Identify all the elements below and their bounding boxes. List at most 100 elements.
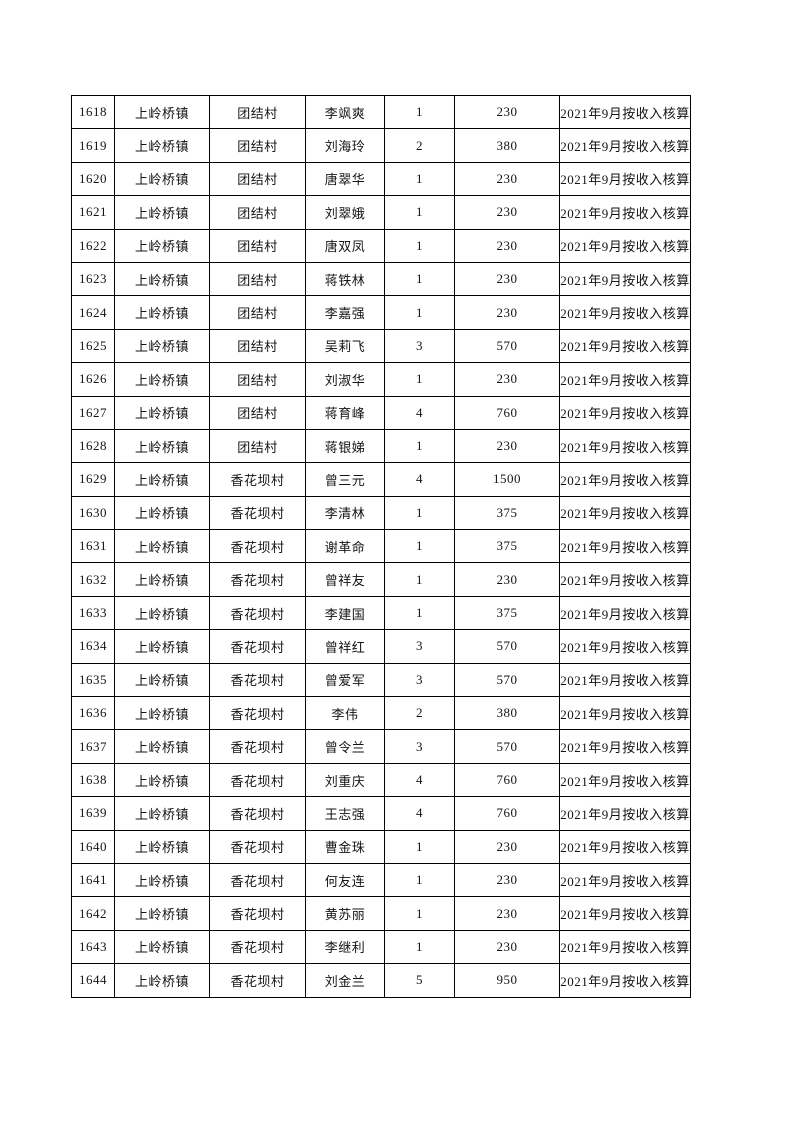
amount-cell: 230 bbox=[454, 428, 560, 464]
row-id-cell: 1633 bbox=[71, 595, 115, 631]
town-cell: 上岭桥镇 bbox=[114, 428, 210, 464]
table-row: 1636 上岭桥镇 香花坝村 李伟 2 380 2021年9月按收入核算 bbox=[71, 696, 691, 731]
town-cell: 上岭桥镇 bbox=[114, 128, 210, 163]
village-cell: 香花坝村 bbox=[209, 595, 306, 631]
person-count-cell: 2 bbox=[384, 696, 455, 731]
person-count-cell: 1 bbox=[384, 94, 455, 130]
person-name-cell: 曾令兰 bbox=[305, 729, 385, 764]
person-name-cell: 蒋银娣 bbox=[305, 428, 385, 464]
amount-cell: 230 bbox=[454, 94, 560, 130]
note-cell: 2021年9月按收入核算 bbox=[559, 796, 691, 831]
person-name-cell: 王志强 bbox=[305, 796, 385, 831]
person-count-cell: 1 bbox=[384, 529, 455, 564]
town-cell: 上岭桥镇 bbox=[114, 562, 210, 597]
person-count-cell: 1 bbox=[384, 428, 455, 464]
note-cell: 2021年9月按收入核算 bbox=[559, 562, 691, 597]
row-id-cell: 1643 bbox=[71, 929, 115, 965]
person-name-cell: 曾祥友 bbox=[305, 562, 385, 597]
town-cell: 上岭桥镇 bbox=[114, 829, 210, 864]
person-name-cell: 曾三元 bbox=[305, 462, 385, 497]
row-id-cell: 1628 bbox=[71, 428, 115, 464]
person-name-cell: 曾祥红 bbox=[305, 629, 385, 664]
row-id-cell: 1642 bbox=[71, 896, 115, 931]
person-count-cell: 2 bbox=[384, 128, 455, 163]
row-id-cell: 1641 bbox=[71, 862, 115, 898]
town-cell: 上岭桥镇 bbox=[114, 929, 210, 965]
person-count-cell: 4 bbox=[384, 462, 455, 497]
note-cell: 2021年9月按收入核算 bbox=[559, 261, 691, 297]
amount-cell: 230 bbox=[454, 929, 560, 965]
row-id-cell: 1618 bbox=[71, 94, 115, 130]
note-cell: 2021年9月按收入核算 bbox=[559, 128, 691, 163]
town-cell: 上岭桥镇 bbox=[114, 161, 210, 197]
town-cell: 上岭桥镇 bbox=[114, 662, 210, 698]
table-row: 1642 上岭桥镇 香花坝村 黄苏丽 1 230 2021年9月按收入核算 bbox=[71, 896, 691, 931]
person-name-cell: 李嘉强 bbox=[305, 295, 385, 330]
note-cell: 2021年9月按收入核算 bbox=[559, 228, 691, 263]
records-table-body: 1618 上岭桥镇 团结村 李飒爽 1 230 2021年9月按收入核算 1619 上岭桥镇 团结… bbox=[71, 94, 691, 998]
row-id-cell: 1634 bbox=[71, 629, 115, 664]
note-cell: 2021年9月按收入核算 bbox=[559, 862, 691, 898]
village-cell: 香花坝村 bbox=[209, 562, 306, 597]
note-cell: 2021年9月按收入核算 bbox=[559, 328, 691, 364]
records-table: 1618 上岭桥镇 团结村 李飒爽 1 230 2021年9月按收入核算 1619 上岭桥镇 团结… bbox=[71, 94, 691, 998]
village-cell: 香花坝村 bbox=[209, 796, 306, 831]
table-row: 1618 上岭桥镇 团结村 李飒爽 1 230 2021年9月按收入核算 bbox=[71, 94, 691, 130]
note-cell: 2021年9月按收入核算 bbox=[559, 729, 691, 764]
village-cell: 团结村 bbox=[209, 328, 306, 364]
village-cell: 团结村 bbox=[209, 195, 306, 230]
row-id-cell: 1626 bbox=[71, 362, 115, 397]
note-cell: 2021年9月按收入核算 bbox=[559, 195, 691, 230]
amount-cell: 570 bbox=[454, 729, 560, 764]
note-cell: 2021年9月按收入核算 bbox=[559, 295, 691, 330]
note-cell: 2021年9月按收入核算 bbox=[559, 963, 691, 998]
table-row: 1622 上岭桥镇 团结村 唐双凤 1 230 2021年9月按收入核算 bbox=[71, 228, 691, 263]
town-cell: 上岭桥镇 bbox=[114, 729, 210, 764]
person-count-cell: 3 bbox=[384, 729, 455, 764]
amount-cell: 230 bbox=[454, 228, 560, 263]
town-cell: 上岭桥镇 bbox=[114, 94, 210, 130]
village-cell: 香花坝村 bbox=[209, 963, 306, 998]
row-id-cell: 1632 bbox=[71, 562, 115, 597]
person-name-cell: 唐翠华 bbox=[305, 161, 385, 197]
table-row: 1634 上岭桥镇 香花坝村 曾祥红 3 570 2021年9月按收入核算 bbox=[71, 629, 691, 664]
table-row: 1628 上岭桥镇 团结村 蒋银娣 1 230 2021年9月按收入核算 bbox=[71, 428, 691, 464]
person-name-cell: 刘金兰 bbox=[305, 963, 385, 998]
table-row: 1626 上岭桥镇 团结村 刘淑华 1 230 2021年9月按收入核算 bbox=[71, 362, 691, 397]
note-cell: 2021年9月按收入核算 bbox=[559, 896, 691, 931]
person-name-cell: 唐双凤 bbox=[305, 228, 385, 263]
village-cell: 团结村 bbox=[209, 261, 306, 297]
village-cell: 团结村 bbox=[209, 428, 306, 464]
person-count-cell: 4 bbox=[384, 762, 455, 798]
note-cell: 2021年9月按收入核算 bbox=[559, 462, 691, 497]
row-id-cell: 1619 bbox=[71, 128, 115, 163]
amount-cell: 230 bbox=[454, 562, 560, 597]
amount-cell: 230 bbox=[454, 896, 560, 931]
amount-cell: 375 bbox=[454, 595, 560, 631]
person-count-cell: 1 bbox=[384, 228, 455, 263]
town-cell: 上岭桥镇 bbox=[114, 328, 210, 364]
person-name-cell: 刘翠娥 bbox=[305, 195, 385, 230]
person-name-cell: 何友连 bbox=[305, 862, 385, 898]
person-count-cell: 1 bbox=[384, 829, 455, 864]
note-cell: 2021年9月按收入核算 bbox=[559, 362, 691, 397]
note-cell: 2021年9月按收入核算 bbox=[559, 428, 691, 464]
person-name-cell: 曹金珠 bbox=[305, 829, 385, 864]
town-cell: 上岭桥镇 bbox=[114, 362, 210, 397]
person-name-cell: 李清林 bbox=[305, 495, 385, 531]
table-row: 1623 上岭桥镇 团结村 蒋铁林 1 230 2021年9月按收入核算 bbox=[71, 261, 691, 297]
table-row: 1627 上岭桥镇 团结村 蒋育峰 4 760 2021年9月按收入核算 bbox=[71, 395, 691, 430]
person-count-cell: 1 bbox=[384, 161, 455, 197]
note-cell: 2021年9月按收入核算 bbox=[559, 94, 691, 130]
person-name-cell: 刘淑华 bbox=[305, 362, 385, 397]
row-id-cell: 1638 bbox=[71, 762, 115, 798]
person-count-cell: 4 bbox=[384, 796, 455, 831]
amount-cell: 230 bbox=[454, 195, 560, 230]
town-cell: 上岭桥镇 bbox=[114, 595, 210, 631]
town-cell: 上岭桥镇 bbox=[114, 195, 210, 230]
row-id-cell: 1630 bbox=[71, 495, 115, 531]
person-name-cell: 黄苏丽 bbox=[305, 896, 385, 931]
table-row: 1630 上岭桥镇 香花坝村 李清林 1 375 2021年9月按收入核算 bbox=[71, 495, 691, 531]
amount-cell: 570 bbox=[454, 629, 560, 664]
note-cell: 2021年9月按收入核算 bbox=[559, 829, 691, 864]
